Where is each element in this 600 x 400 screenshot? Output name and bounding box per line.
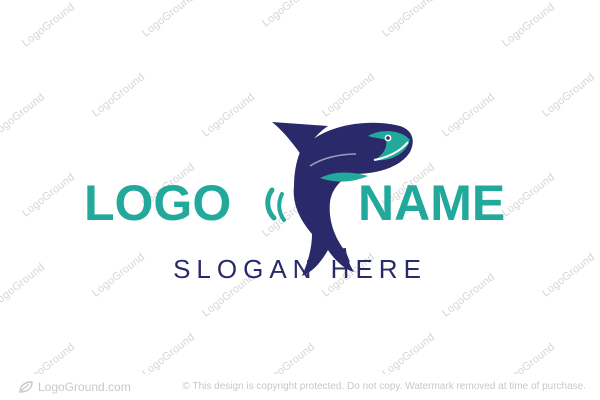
logo-word-right: NAME: [358, 175, 506, 231]
footer-brand[interactable]: LogoGround.com: [18, 380, 131, 394]
footer-brand-text: LogoGround.com: [38, 380, 131, 394]
footer: LogoGround.com © This design is copyrigh…: [0, 374, 600, 400]
leaping-fish-icon: [265, 122, 413, 276]
logo-slogan-text: SLOGAN HERE: [173, 254, 427, 284]
logo-word-left: LOGO: [84, 175, 232, 231]
logoground-leaf-icon: [19, 381, 33, 393]
footer-copyright-note: © This design is copyright protected. Do…: [182, 381, 586, 392]
logo-slogan: SLOGAN HERE: [0, 254, 600, 285]
